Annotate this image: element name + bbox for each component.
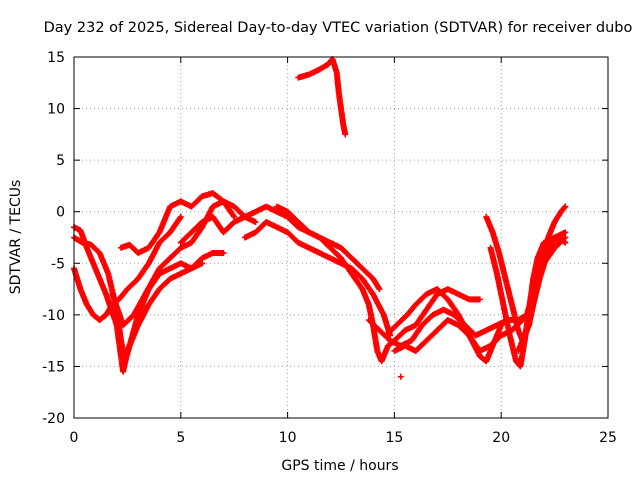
data-point [562,229,569,236]
data-point [518,318,525,324]
data-point [252,219,259,226]
y-tick-label: -20 [42,411,65,427]
data-point [177,213,184,220]
plot-frame [73,56,609,419]
data-points [71,56,569,380]
x-axis-label: GPS time / hours [281,458,398,474]
data-point [561,238,568,245]
series-outlier [397,373,404,380]
x-tick-label: 5 [176,430,185,446]
y-tick-label: -15 [42,359,65,375]
data-point [476,296,483,303]
series-track-8 [273,203,483,365]
y-tick-label: 5 [56,153,65,169]
y-tick-label: 15 [47,50,65,66]
x-tick-label: 10 [279,430,297,446]
series-track-6 [177,203,383,293]
data-point [498,322,505,329]
chart-title: Day 232 of 2025, Sidereal Day-to-day VTE… [44,20,633,36]
data-point [562,234,569,241]
x-tick-label: 20 [492,430,510,446]
y-axis-label: SDTVAR / TECUs [8,180,24,295]
series-track-4 [109,198,259,329]
data-point [231,213,238,220]
x-tick-label: 25 [599,430,617,446]
data-point [376,286,383,293]
data-point [342,131,349,138]
series-track-15 [515,234,569,354]
series-track-2 [71,234,227,365]
data-point [220,249,227,256]
x-tick-label: 0 [70,430,79,446]
y-tick-label: 0 [56,205,65,221]
data-point [199,260,206,267]
y-tick-label: 10 [47,102,65,118]
data-point [397,373,404,380]
y-tick-label: -10 [42,308,65,324]
axis-ticks: 0 5 10 15 20 25 -20 -15 -10 -5 0 5 10 15 [42,50,617,446]
y-tick-label: -5 [51,256,65,272]
series-track-9 [295,56,349,138]
data-point [561,204,568,211]
data-point [562,239,569,246]
series-track-12 [382,286,505,365]
series-track-5 [118,190,238,256]
data-point [562,203,569,210]
x-tick-label: 15 [385,430,403,446]
